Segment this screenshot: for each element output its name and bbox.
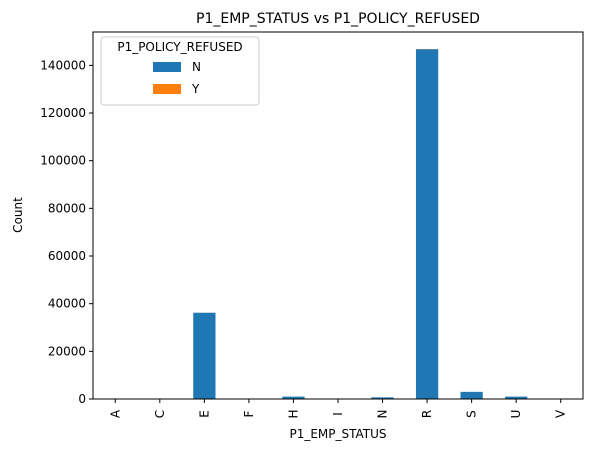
- x-tick-label-v: V: [554, 409, 568, 418]
- legend: P1_POLICY_REFUSED NY: [101, 37, 259, 105]
- x-tick-label-n: N: [376, 410, 390, 419]
- bar-n-s: [461, 392, 483, 399]
- x-tick-label-s: S: [465, 410, 479, 418]
- x-tick-label-c: C: [153, 410, 167, 418]
- x-tick-label-r: R: [420, 410, 434, 418]
- bar-n-e: [193, 313, 215, 399]
- x-tick-label-a: A: [108, 409, 122, 418]
- legend-label-n: N: [192, 60, 201, 74]
- y-tick-label-40000: 40000: [48, 297, 86, 311]
- x-tick-label-e: E: [197, 410, 211, 418]
- y-axis-label: Count: [11, 197, 25, 233]
- y-tick-label-120000: 120000: [40, 106, 86, 120]
- y-tick-label-0: 0: [78, 392, 86, 406]
- legend-swatch-y: [153, 84, 181, 94]
- y-tick-label-20000: 20000: [48, 344, 86, 358]
- legend-title: P1_POLICY_REFUSED: [117, 40, 242, 54]
- y-tick-label-100000: 100000: [40, 154, 86, 168]
- y-tick-label-60000: 60000: [48, 249, 86, 263]
- x-tick-label-f: F: [242, 410, 256, 417]
- x-tick-label-u: U: [509, 410, 523, 419]
- x-axis-label: P1_EMP_STATUS: [289, 427, 386, 441]
- bar-n-r: [416, 49, 438, 399]
- x-tick-label-h: H: [286, 409, 300, 418]
- x-tick-label-i: I: [331, 412, 345, 416]
- legend-swatch-n: [153, 62, 181, 72]
- y-tick-label-80000: 80000: [48, 201, 86, 215]
- chart-title: P1_EMP_STATUS vs P1_POLICY_REFUSED: [196, 11, 480, 27]
- legend-label-y: Y: [191, 82, 200, 96]
- y-tick-label-140000: 140000: [40, 58, 86, 72]
